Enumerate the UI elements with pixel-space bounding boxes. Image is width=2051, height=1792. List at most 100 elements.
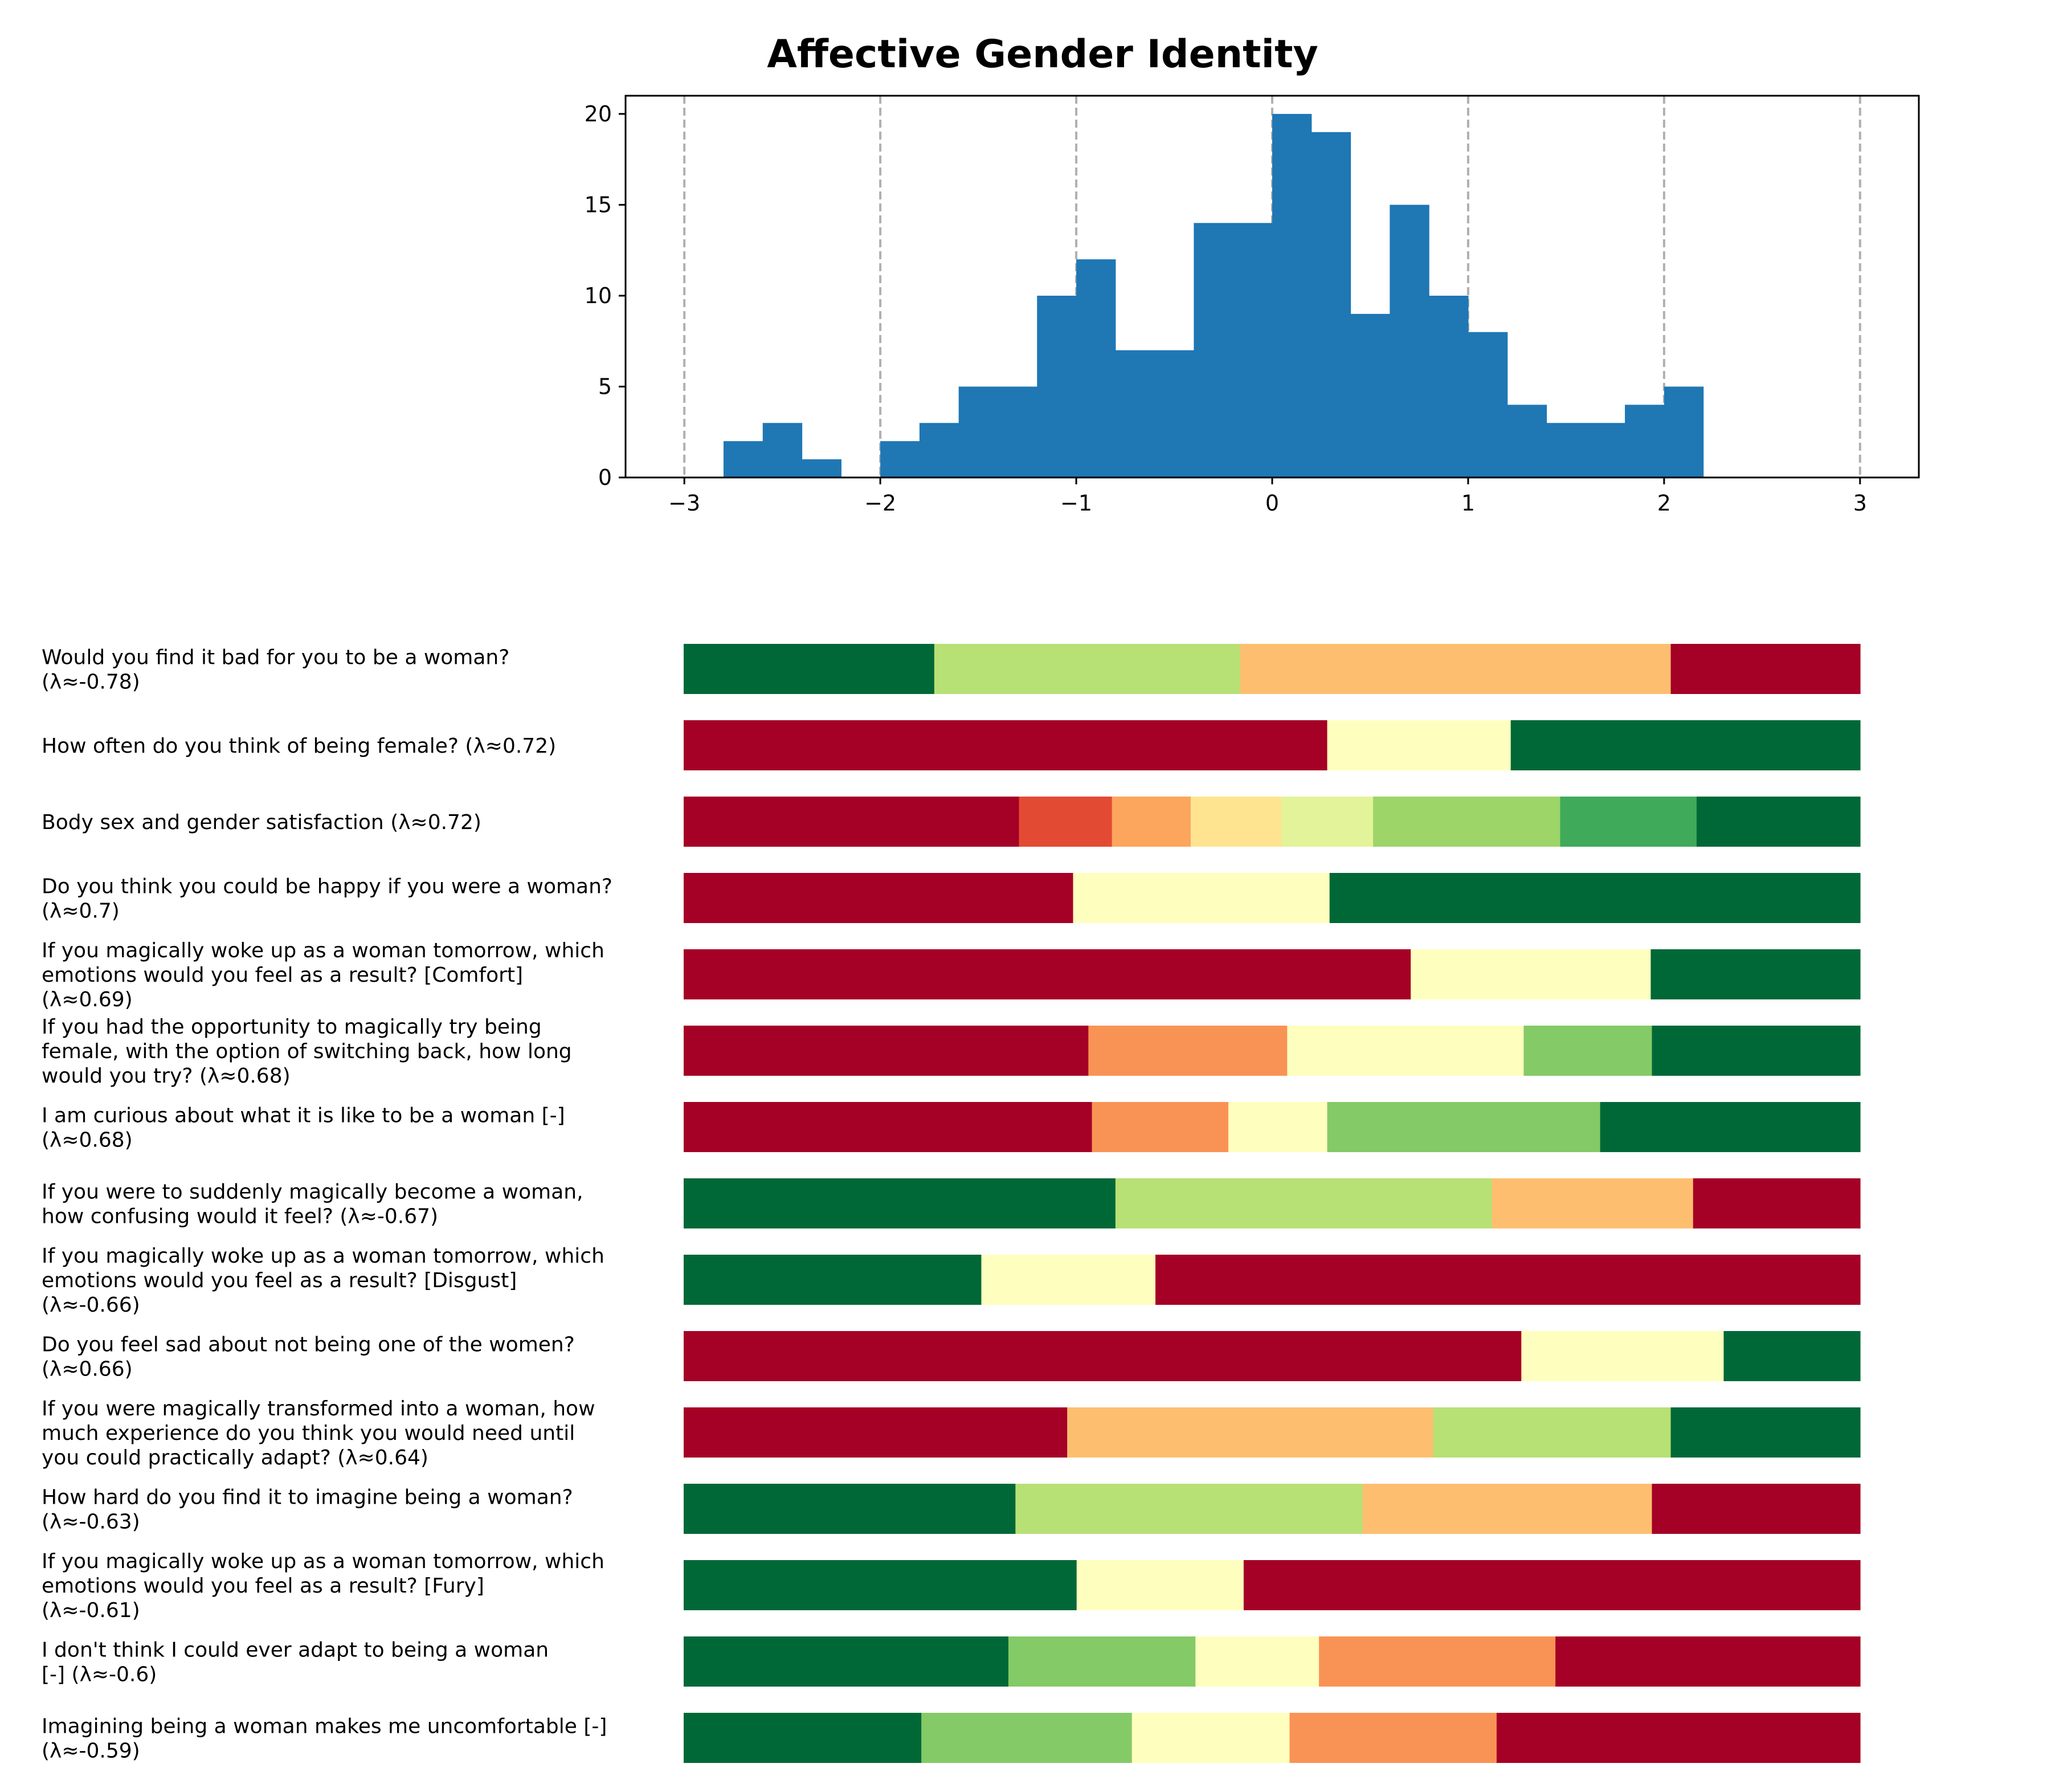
question-label: If you had the opportunity to magically … [42,1015,572,1088]
question-row: Would you find it bad for you to be a wo… [42,644,1861,694]
response-segment [1019,797,1113,847]
response-segment [981,1255,1156,1305]
x-tick-label: −3 [668,491,700,516]
response-segment [1693,1178,1861,1228]
histogram-bar [1233,223,1273,477]
response-segment [684,1331,1522,1381]
question-row: If you were to suddenly magically become… [42,1178,1861,1228]
histogram-bar [1272,113,1312,477]
response-segment [684,1407,1068,1458]
response-segment [1670,1407,1861,1458]
histogram-bar [958,386,999,477]
x-tick-label: 2 [1657,491,1671,516]
histogram-bar [802,459,841,477]
response-segment [684,1560,1077,1610]
response-segment [684,949,1411,999]
response-segment [1723,1331,1861,1381]
x-tick-label: 0 [1265,491,1279,516]
question-row: How often do you think of being female? … [42,720,1861,770]
histogram-bar [1076,259,1116,477]
histogram-bar [1625,405,1665,477]
y-tick-label: 15 [585,192,612,217]
response-segment [1067,1407,1434,1458]
question-label: If you were to suddenly magically become… [42,1181,583,1228]
response-segment [1112,797,1191,847]
response-segment [1560,797,1697,847]
x-tick-label: −2 [864,491,896,516]
response-segment [684,1178,1116,1228]
response-segment [1088,1026,1288,1076]
y-tick-label: 0 [598,465,612,490]
question-label: I don't think I could ever adapt to bein… [42,1639,549,1687]
response-segment [1281,797,1374,847]
response-segment [921,1713,1133,1763]
histogram-bar [1350,313,1390,477]
question-row: If you magically woke up as a woman tomo… [42,939,1861,1011]
question-label: How hard do you find it to imagine being… [42,1486,573,1534]
question-label: Body sex and gender satisfaction (λ≈0.72… [42,811,481,834]
response-segment [684,873,1074,923]
response-segment [1373,797,1561,847]
histogram-bar [723,441,763,477]
response-segment [1092,1102,1229,1152]
question-row: If you had the opportunity to magically … [42,1015,1861,1088]
response-segment [1696,797,1861,847]
response-segment [1243,1560,1861,1610]
response-segment [1115,1178,1493,1228]
histogram-bar [1037,295,1077,477]
response-segment [1650,949,1861,999]
response-segment [934,644,1241,694]
question-row: How hard do you find it to imagine being… [42,1484,1861,1534]
response-segment [684,644,935,694]
question-row: If you magically woke up as a woman tomo… [42,1244,1861,1317]
question-label: How often do you think of being female? … [42,734,556,758]
histogram-bar [1664,386,1704,477]
response-segment [1076,1560,1244,1610]
histogram-bar [1311,132,1351,478]
response-segment [1670,644,1861,694]
histogram-bar [1390,205,1429,477]
histogram-y-axis: 0 5 10 15 20 [585,101,626,490]
response-segment [1015,1484,1363,1534]
response-segment [684,1255,982,1305]
response-segment [1411,949,1652,999]
response-segment [684,1636,1009,1687]
y-tick-label: 20 [585,101,612,126]
response-segment [1521,1331,1725,1381]
question-row: Imagining being a woman makes me uncomfo… [42,1713,1861,1763]
response-segment [1492,1178,1694,1228]
y-tick-label: 5 [598,374,612,399]
question-label: If you were magically transformed into a… [42,1397,595,1469]
response-segment [1433,1407,1672,1458]
question-label: I am curious about what it is like to be… [42,1104,565,1152]
response-segment [1073,873,1330,923]
question-label: If you magically woke up as a woman tomo… [42,939,604,1011]
response-segment [1195,1636,1319,1687]
x-tick-label: −1 [1060,491,1092,516]
question-label: If you magically woke up as a woman tomo… [42,1244,604,1317]
response-segment [1523,1026,1653,1076]
x-tick-label: 3 [1853,491,1867,516]
response-segment [1131,1713,1290,1763]
histogram-bar [762,423,803,477]
question-label: Imagining being a woman makes me uncomfo… [42,1715,607,1763]
stacked-bar-chart: Would you find it bad for you to be a wo… [42,644,1861,1763]
response-segment [1240,644,1672,694]
response-segment [1155,1255,1861,1305]
histogram-bar [1546,423,1586,477]
histogram-bar [1429,295,1469,477]
response-segment [1319,1636,1556,1687]
question-label: Do you feel sad about not being one of t… [42,1333,575,1381]
response-segment [1652,1484,1861,1534]
question-label: If you magically woke up as a woman tomo… [42,1550,604,1622]
chart-title: Affective Gender Identity [767,32,1318,77]
histogram-bar [1586,423,1625,477]
response-segment [1652,1026,1861,1076]
histogram-bar [880,441,920,477]
histogram-bars [723,113,1704,478]
response-segment [1329,873,1861,923]
response-segment [1600,1102,1861,1152]
response-segment [1327,720,1511,770]
histogram-bar [1507,405,1547,477]
y-tick-label: 10 [585,283,612,308]
